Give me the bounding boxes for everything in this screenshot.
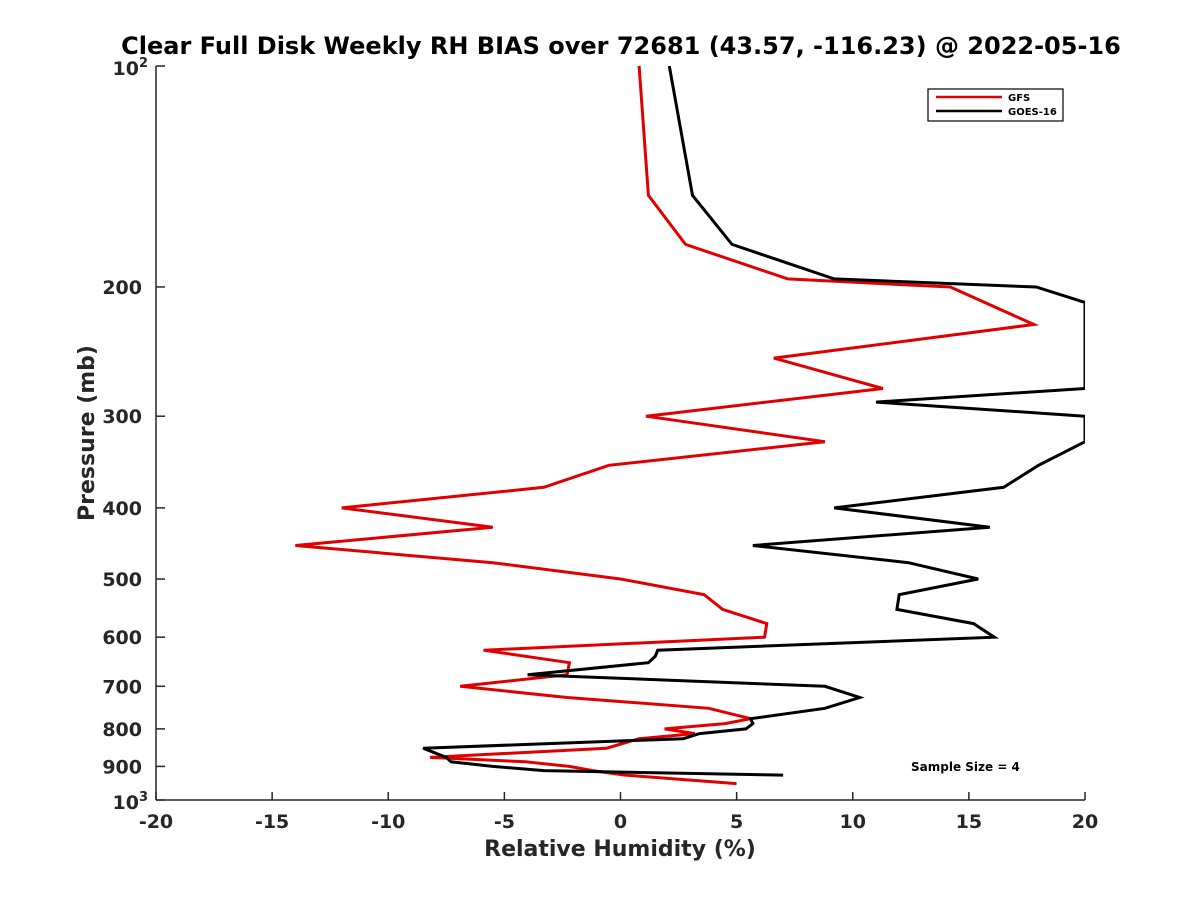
chart-title: Clear Full Disk Weekly RH BIAS over 7268… — [121, 32, 1121, 60]
legend-box — [927, 88, 1064, 122]
x-ticks: -20 -15 -10 -5 0 5 10 15 20 — [139, 792, 1098, 833]
y-tick-label: 500 — [102, 569, 142, 591]
y-tick-label: 700 — [102, 676, 142, 698]
y-tick-label: 400 — [102, 498, 142, 520]
series-layer — [295, 66, 1085, 786]
x-tick-label: -10 — [371, 811, 405, 833]
x-axis-label: Relative Humidity (%) — [484, 837, 756, 862]
x-tick-label: 5 — [730, 811, 743, 833]
x-tick-label: 20 — [1072, 811, 1098, 833]
y-ticks: 102 103 200 300 400 500 600 700 800 900 — [102, 56, 165, 814]
y-tick-bottom: 103 — [113, 790, 149, 814]
legend: GFS GOES-16 — [927, 88, 1064, 122]
x-tick-label: -5 — [494, 811, 515, 833]
y-tick-label: 600 — [102, 627, 142, 649]
y-tick-top: 102 — [113, 56, 149, 80]
plot-area — [156, 66, 1085, 800]
y-tick-label: 200 — [102, 277, 142, 299]
y-axis-label: Pressure (mb) — [75, 345, 100, 521]
legend-label-gfs: GFS — [1008, 93, 1030, 104]
y-tick-label: 900 — [102, 756, 142, 778]
y-tick-label: 800 — [102, 719, 142, 741]
series-line-gfs — [295, 66, 1040, 786]
sample-size-annotation: Sample Size = 4 — [911, 760, 1020, 774]
series-line-goes16 — [422, 66, 1085, 777]
y-tick-label: 300 — [102, 406, 142, 428]
legend-label-goes16: GOES-16 — [1008, 107, 1057, 118]
x-tick-label: -15 — [255, 811, 289, 833]
x-tick-label: 10 — [840, 811, 866, 833]
x-tick-label: -20 — [139, 811, 173, 833]
x-tick-label: 15 — [956, 811, 982, 833]
x-tick-label: 0 — [614, 811, 627, 833]
